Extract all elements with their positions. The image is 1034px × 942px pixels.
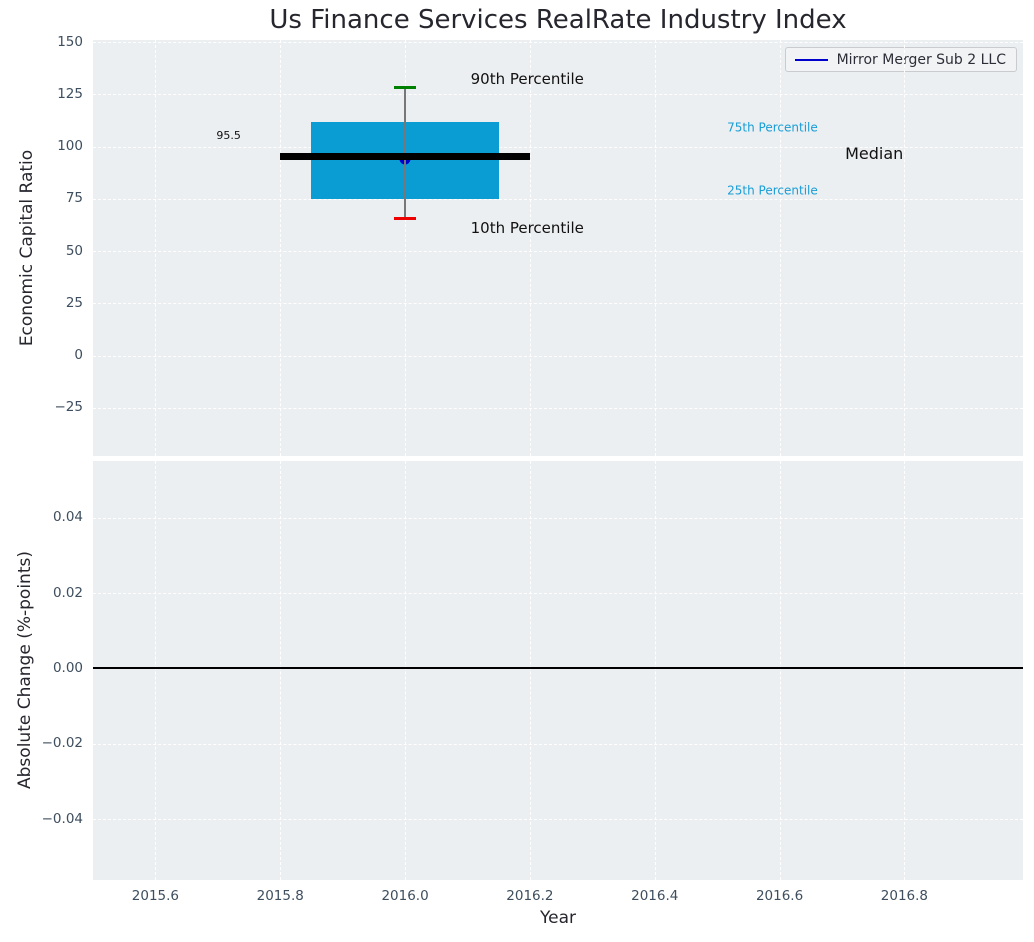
legend-line-sample [794, 58, 828, 61]
y-tick-label: 0.04 [52, 509, 83, 526]
gridline-horizontal [93, 355, 1023, 357]
y-tick-label: −0.02 [41, 735, 83, 752]
gridline-horizontal [93, 198, 1023, 200]
y-tick-label: −25 [54, 399, 84, 416]
gridline-vertical [280, 461, 282, 880]
gridline-vertical [529, 461, 531, 880]
y-tick-label: 100 [57, 138, 83, 155]
gridline-horizontal [93, 42, 1023, 44]
x-tick-label: 2016.2 [506, 888, 554, 904]
x-tick-label: 2015.8 [256, 888, 304, 904]
gridline-horizontal [93, 517, 1023, 519]
legend: Mirror Merger Sub 2 LLC [784, 47, 1017, 72]
legend-label: Mirror Merger Sub 2 LLC [836, 51, 1006, 68]
gridline-vertical [654, 40, 656, 456]
x-tick-label: 2016.6 [755, 888, 804, 904]
bottom-plot-area [93, 461, 1023, 880]
gridline-vertical [654, 461, 656, 880]
gridline-vertical [529, 40, 531, 456]
x-tick-label: 2016.0 [381, 888, 429, 904]
y-tick-label: 0.00 [52, 659, 83, 676]
x-axis-label: Year [540, 908, 576, 928]
gridline-vertical [904, 461, 906, 880]
annotation-95-5: 95.5 [216, 129, 241, 143]
annotation-75th-percentile: 75th Percentile [727, 120, 818, 135]
x-tick-label: 2016.4 [631, 888, 679, 904]
y-tick-label: 0 [74, 347, 83, 364]
x-tick-label: 2016.8 [880, 888, 929, 904]
gridline-horizontal [93, 743, 1023, 745]
gridline-horizontal [93, 593, 1023, 595]
median-line [280, 152, 530, 160]
y-tick-label: 75 [65, 190, 83, 207]
y-tick-label: 150 [57, 33, 83, 50]
gridline-vertical [280, 40, 282, 456]
y-tick-label: 125 [57, 85, 83, 102]
annotation-10th-percentile: 10th Percentile [470, 218, 584, 237]
gridline-vertical [155, 461, 157, 880]
y-tick-label: −0.04 [41, 810, 83, 827]
annotation-90th-percentile: 90th Percentile [470, 69, 584, 88]
y-tick-label: 0.02 [52, 584, 83, 601]
p90-whisker-cap [393, 85, 417, 89]
chart-title: Us Finance Services RealRate Industry In… [269, 5, 847, 35]
y-tick-label: 50 [65, 242, 83, 259]
top-plot-area: Mirror Merger Sub 2 LLC 90th Percentile 1… [93, 40, 1023, 456]
gridline-horizontal [93, 407, 1023, 409]
gridline-horizontal [93, 819, 1023, 820]
annotation-25th-percentile: 25th Percentile [727, 182, 818, 197]
annotation-median: Median [845, 144, 904, 164]
y-tick-label: 25 [65, 294, 83, 311]
gridline-horizontal [93, 251, 1023, 253]
zero-line [93, 667, 1023, 670]
gridline-horizontal [93, 146, 1023, 148]
gridline-vertical [405, 461, 407, 880]
gridline-vertical [779, 40, 781, 456]
gridline-horizontal [93, 303, 1023, 305]
gridline-vertical [904, 40, 906, 456]
gridline-horizontal [93, 94, 1023, 96]
gridline-vertical [155, 40, 157, 456]
gridline-vertical [779, 461, 781, 880]
gridline-vertical [405, 40, 407, 456]
x-tick-label: 2015.6 [131, 888, 180, 904]
p10-whisker-cap [393, 217, 417, 221]
